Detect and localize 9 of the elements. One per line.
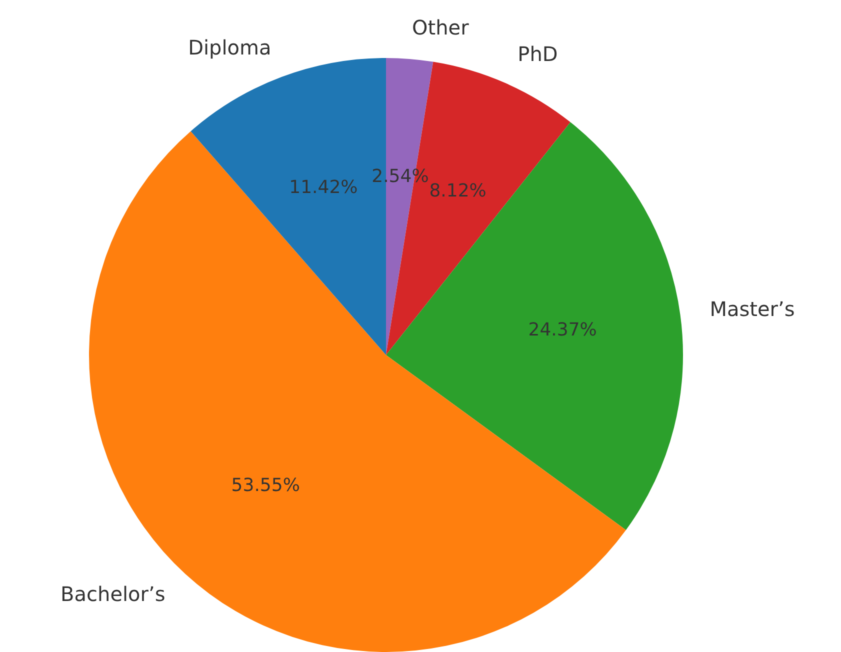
slice-label: Bachelor’s bbox=[60, 582, 166, 606]
slice-label: PhD bbox=[518, 42, 558, 66]
slice-label: Diploma bbox=[188, 35, 272, 60]
data-label: 24.37% bbox=[528, 320, 597, 341]
slice-label: Other bbox=[412, 16, 470, 40]
data-label: 11.42% bbox=[289, 176, 358, 198]
slice-label: Master’s bbox=[710, 297, 795, 322]
data-label: 8.12% bbox=[429, 180, 486, 202]
data-label: 53.55% bbox=[231, 475, 300, 496]
